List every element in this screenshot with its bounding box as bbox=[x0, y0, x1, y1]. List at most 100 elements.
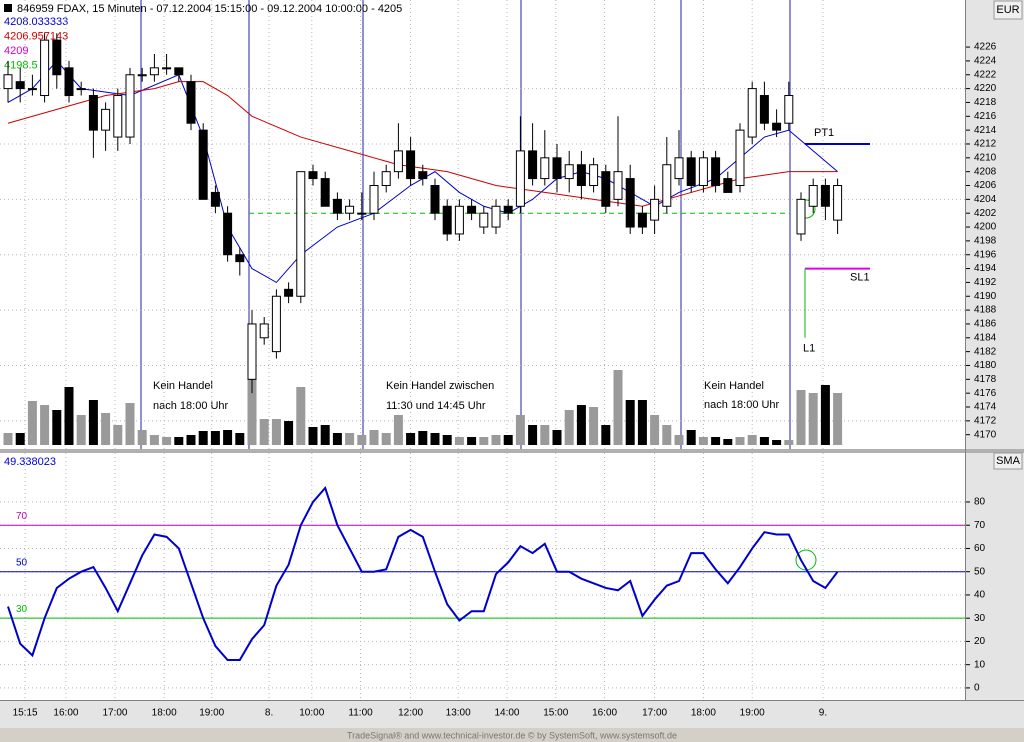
candle-body bbox=[735, 129, 745, 187]
candle-body bbox=[113, 95, 123, 138]
volume-bar bbox=[808, 393, 818, 445]
x-tick-label: 8. bbox=[265, 708, 273, 719]
candle-body bbox=[515, 150, 525, 207]
volume-bar bbox=[820, 385, 830, 445]
level-label: 70 bbox=[16, 511, 28, 522]
y-tick-label: 4192 bbox=[974, 277, 997, 288]
indicator-name: SMA bbox=[996, 455, 1021, 467]
currency-box bbox=[993, 0, 1023, 20]
candle-body bbox=[320, 178, 330, 207]
volume-bar bbox=[247, 370, 257, 445]
x-tick-label: 10:00 bbox=[299, 708, 324, 719]
volume-bar bbox=[747, 435, 757, 445]
candle-body bbox=[808, 185, 818, 207]
candle-body bbox=[64, 67, 74, 97]
y-tick-label: 4200 bbox=[974, 222, 997, 233]
candle-body bbox=[540, 157, 550, 180]
y-tick-label: 50 bbox=[974, 566, 986, 577]
volume-bar bbox=[576, 405, 586, 445]
y-tick-label: 4174 bbox=[974, 402, 997, 413]
volume-bar bbox=[345, 433, 355, 445]
y-tick-label: 4204 bbox=[974, 194, 997, 205]
y-tick-label: 4206 bbox=[974, 180, 997, 191]
y-tick-label: 4210 bbox=[974, 152, 997, 163]
x-tick-label: 16:00 bbox=[53, 708, 78, 719]
candle-body bbox=[711, 157, 721, 187]
volume-bar bbox=[796, 390, 806, 445]
volume-bar bbox=[406, 433, 416, 445]
volume-bar bbox=[686, 430, 696, 445]
candle-body bbox=[198, 129, 208, 200]
y-tick-label: 4222 bbox=[974, 69, 997, 80]
candle-body bbox=[186, 81, 196, 124]
y-tick-label: 4214 bbox=[974, 125, 997, 136]
volume-bar bbox=[735, 437, 745, 445]
candle-body bbox=[284, 288, 294, 297]
y-tick-label: 4208 bbox=[974, 166, 997, 177]
y-tick-label: 70 bbox=[974, 520, 986, 531]
candle-body bbox=[223, 212, 233, 256]
candle-body bbox=[613, 171, 623, 200]
candle-body bbox=[15, 81, 25, 90]
candle-body bbox=[418, 171, 428, 180]
y-tick-label: 4184 bbox=[974, 332, 997, 343]
x-tick-label: 17:00 bbox=[642, 708, 667, 719]
time-axis-area bbox=[0, 700, 1024, 728]
panel-separator bbox=[0, 449, 1024, 453]
symbol-icon bbox=[4, 4, 12, 12]
candle-body bbox=[589, 164, 599, 187]
volume-bar bbox=[64, 387, 74, 445]
volume-bar bbox=[174, 437, 184, 445]
y-tick-label: 4186 bbox=[974, 319, 997, 330]
candle-body bbox=[271, 295, 281, 353]
candle-body bbox=[686, 157, 696, 187]
volume-bar bbox=[637, 400, 647, 445]
candle-body bbox=[296, 171, 306, 297]
candle-body bbox=[174, 67, 184, 76]
candle-body bbox=[40, 39, 50, 97]
candle-body bbox=[247, 323, 257, 380]
y-tick-label: 4198 bbox=[974, 236, 997, 247]
candle-body bbox=[601, 171, 611, 207]
candle-body bbox=[576, 164, 586, 187]
candle-body bbox=[759, 95, 769, 124]
volume-bar bbox=[52, 410, 62, 445]
volume-bar bbox=[442, 435, 452, 445]
level-label: PT1 bbox=[814, 127, 834, 139]
volume-bar bbox=[613, 370, 623, 445]
candle-body bbox=[162, 67, 172, 70]
volume-bar bbox=[711, 437, 721, 445]
candle-body bbox=[491, 205, 501, 228]
annotation: 11:30 und 14:45 Uhr bbox=[386, 400, 486, 412]
x-tick-label: 13:00 bbox=[446, 708, 471, 719]
volume-bar bbox=[625, 400, 635, 445]
candle-body bbox=[650, 198, 660, 221]
x-tick-label: 19:00 bbox=[199, 708, 224, 719]
volume-bar bbox=[137, 430, 147, 445]
volume-bar bbox=[357, 435, 367, 445]
candle-body bbox=[528, 150, 538, 180]
volume-bar bbox=[320, 425, 330, 445]
y-tick-label: 20 bbox=[974, 636, 986, 647]
candle-body bbox=[564, 164, 574, 180]
volume-bar bbox=[393, 415, 403, 445]
y-tick-label: 4194 bbox=[974, 263, 997, 274]
volume-bar bbox=[162, 437, 172, 445]
volume-bar bbox=[564, 410, 574, 445]
indicator-line bbox=[7, 486, 839, 662]
volume-bar bbox=[15, 433, 25, 445]
y-tick-label: 4178 bbox=[974, 374, 997, 385]
candle-body bbox=[101, 108, 111, 131]
annotation: Kein Handel zwischen bbox=[386, 380, 494, 392]
candle-body bbox=[772, 122, 782, 131]
volume-bar bbox=[149, 435, 159, 445]
y-tick-label: 4218 bbox=[974, 97, 997, 108]
candle-body bbox=[784, 95, 794, 124]
y-tick-label: 4212 bbox=[974, 139, 997, 150]
candle-body bbox=[454, 205, 464, 235]
candle-body bbox=[637, 212, 647, 228]
footer-bar bbox=[0, 728, 1024, 742]
candle-body bbox=[308, 171, 318, 180]
volume-bar bbox=[40, 405, 50, 445]
y-tick-label: 4182 bbox=[974, 346, 997, 357]
